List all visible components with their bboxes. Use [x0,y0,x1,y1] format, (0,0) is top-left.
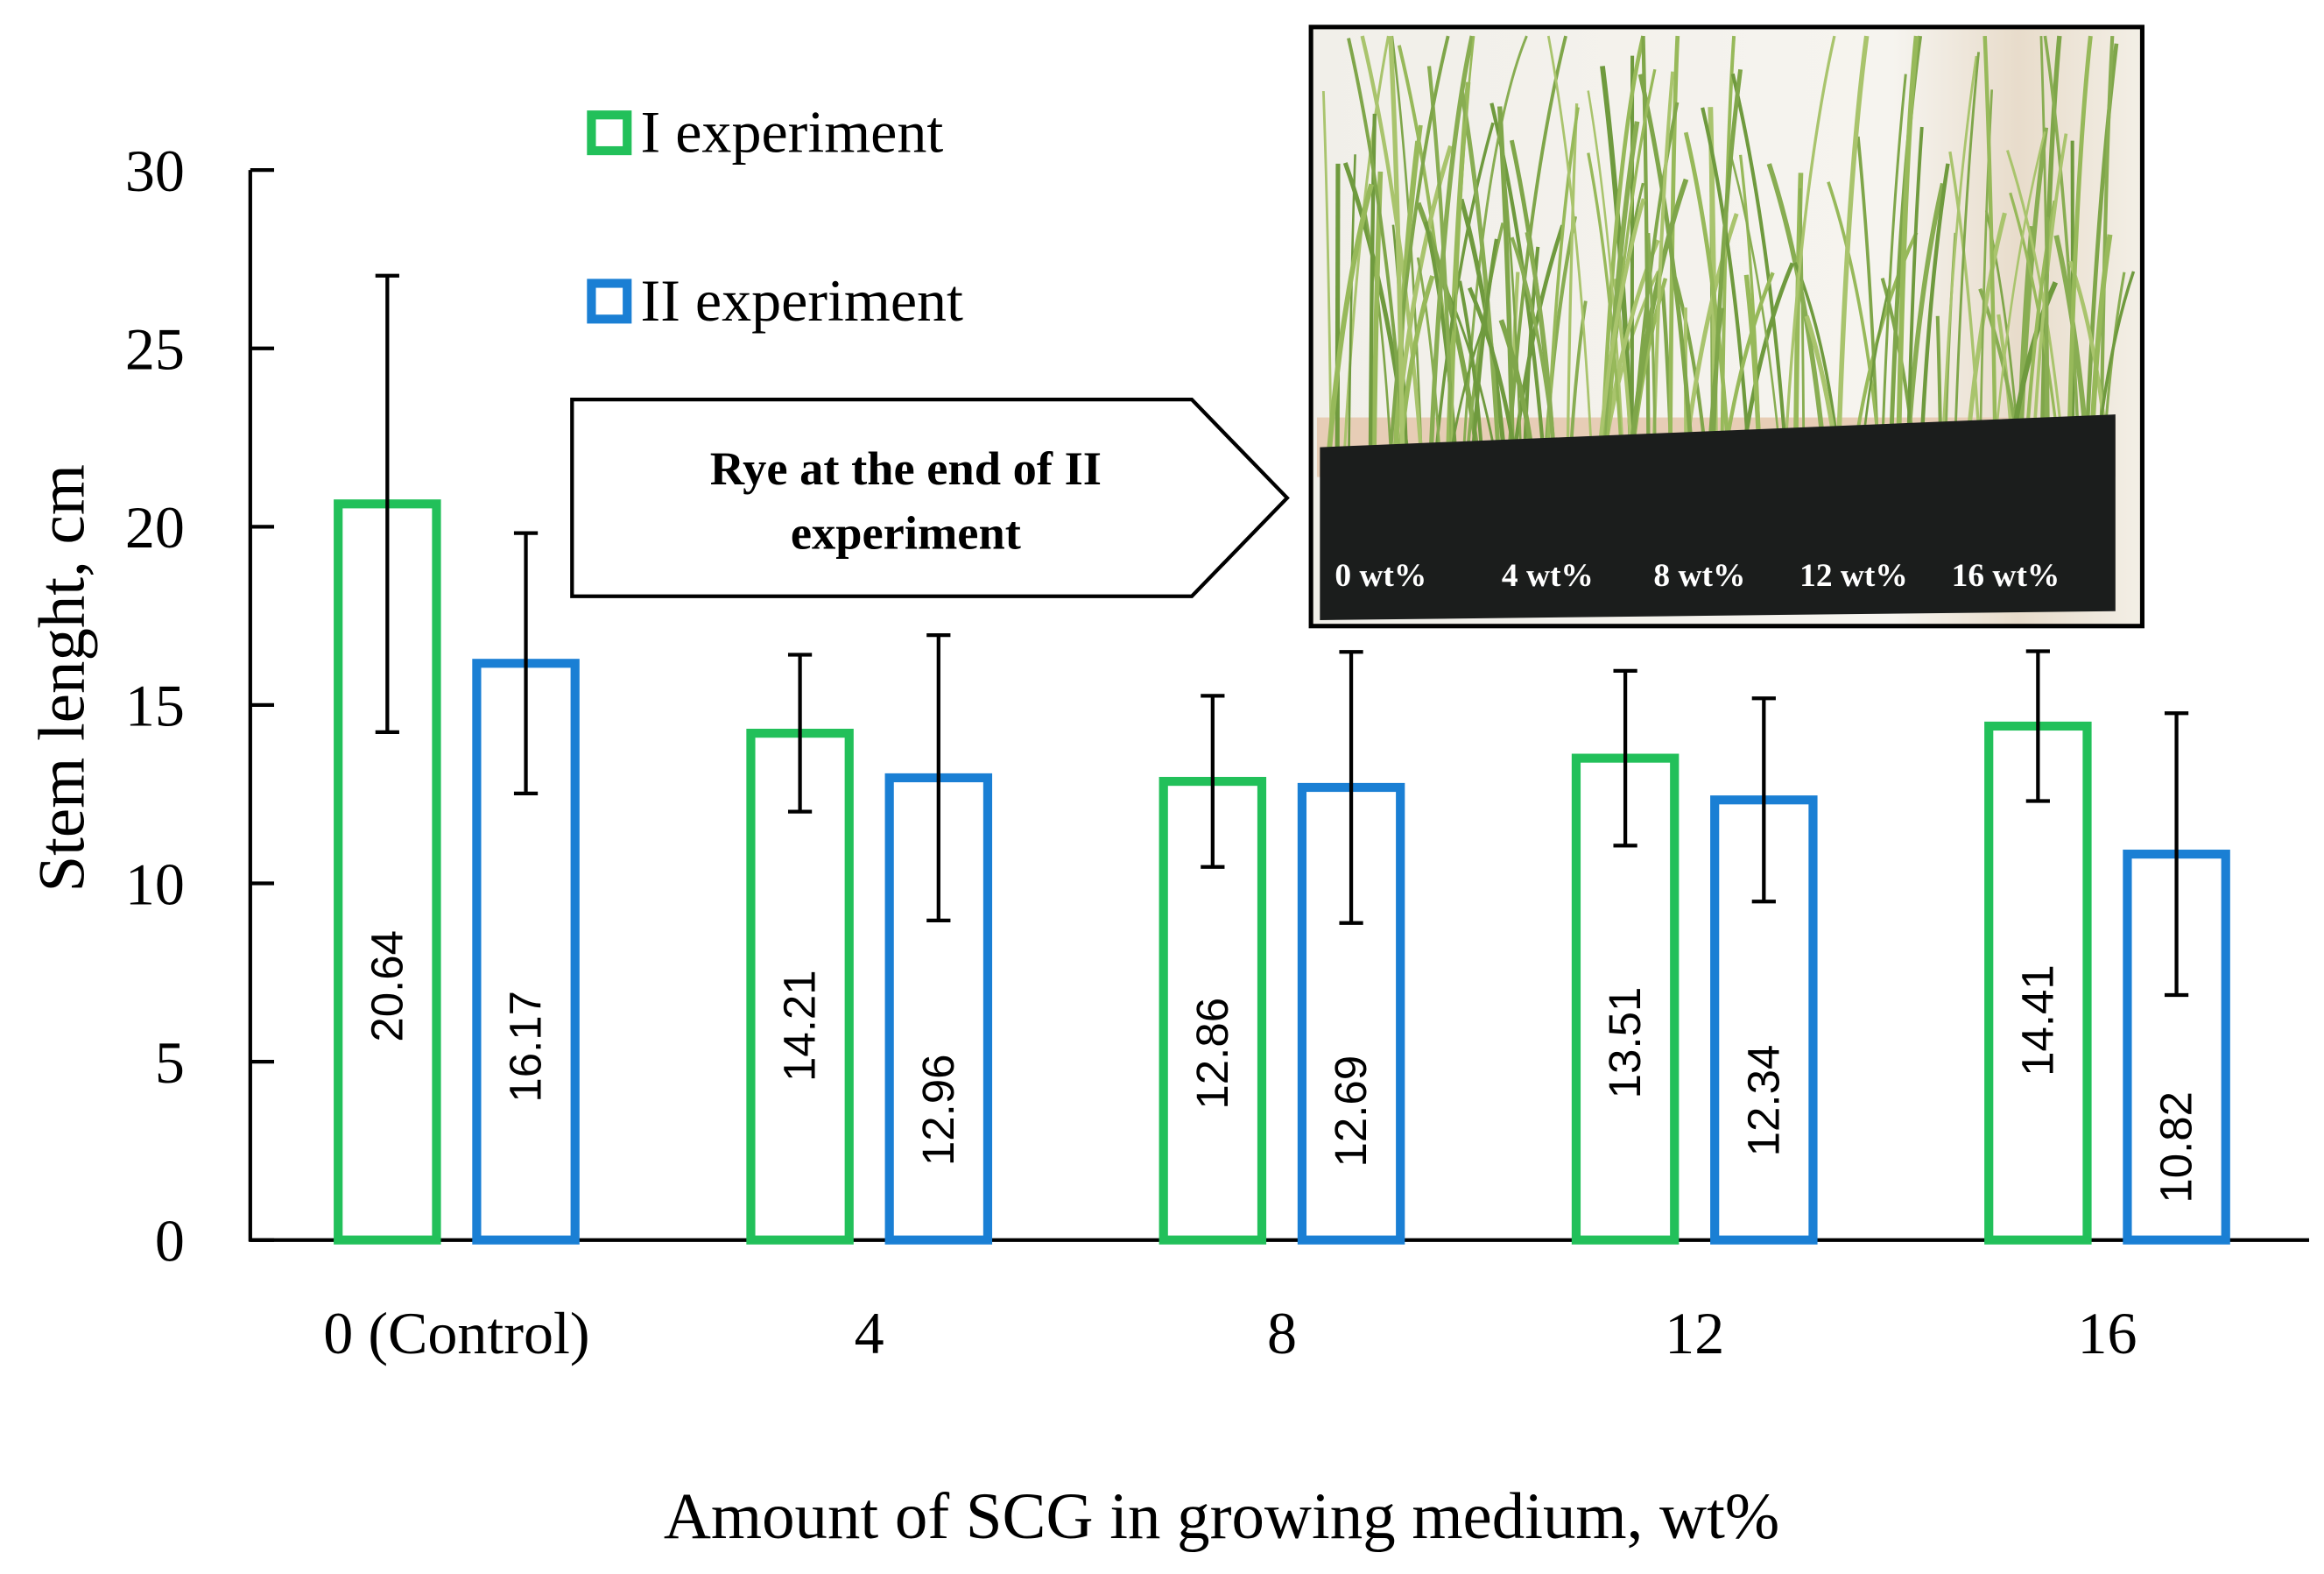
photo-label: 16 wt% [1952,558,2060,594]
grass-blade [1939,55,1978,486]
bar-value-label: 14.21 [775,970,825,1082]
bar-value-label: 12.34 [1738,1045,1788,1157]
grass-blade [1428,35,1475,458]
y-tick-label: 20 [125,494,185,561]
legend-label-ii: II experiment [641,267,964,334]
y-tick-label: 25 [125,316,185,383]
x-tick-label: 12 [1665,1300,1724,1366]
rye-photo: 0 wt% 4 wt% 8 wt% 12 wt% 16 wt% [1308,25,2144,629]
x-tick-label: 4 [855,1300,884,1366]
error-bar [2164,711,2189,998]
bars: 20.64 16.17 14.21 12.96 12.86 12.69 13.51 12.34… [334,273,2230,1245]
grass-blade [1587,152,1623,461]
grass-blade [1919,163,1950,467]
grass-blade [1525,231,1557,462]
grass-blade [1701,107,1750,453]
y-ticks: 0 5 10 15 20 25 30 [125,138,275,1274]
grass-blade [1449,35,1475,460]
grass-blade [1799,188,1806,458]
photo-labels: 0 wt% 4 wt% 8 wt% 12 wt% 16 wt% [1335,558,2060,594]
grass-blade [1587,90,1624,455]
grass-blade [1385,35,1450,502]
grass-blade [1835,35,1870,465]
photo-label: 0 wt% [1335,558,1426,594]
y-tick-label: 30 [125,138,185,204]
bar-ii-0 [472,659,580,1245]
legend-swatch-ii [587,279,632,324]
grass-blade [1324,183,1374,476]
grass-blade [1368,113,1377,470]
grass-blade [1602,68,1657,483]
bar-value-label: 16.17 [501,991,551,1103]
grass-blade [1730,73,1790,478]
grass-blade [1363,208,1392,454]
photo-label: 8 wt% [1653,558,1745,594]
grass-blade [1667,35,1680,455]
x-axis-title: Amount of SCG in growing medium, wt% [664,1480,1779,1553]
photo-label: 4 wt% [1502,558,1594,594]
grass-blade [1982,35,1998,493]
grass-blade [1710,68,1743,450]
y-axis-title: Stem lenght, cm [25,464,98,893]
error-bar [513,531,539,796]
error-bar [1613,668,1637,848]
bar-value-label: 12.69 [1326,1055,1376,1168]
grass-blade [1335,163,1341,459]
callout-line-1: Rye at the end of II [710,441,1102,495]
grass-blade [1895,35,1919,472]
grass-blade [1424,221,1458,461]
legend-label-i: I experiment [641,99,944,166]
legend: I experiment II experiment [587,99,964,334]
error-bar [787,653,813,814]
y-tick-label: 0 [155,1208,185,1274]
bar-value-label: 12.86 [1187,998,1237,1110]
seedling-tray [1320,414,2116,620]
bar-value-label: 20.64 [362,930,412,1042]
bar-value-label: 10.82 [2151,1091,2201,1203]
grass-blade [1347,154,1356,492]
error-bar [1339,650,1363,925]
error-bar [1201,694,1225,869]
x-tick-label: 8 [1267,1300,1297,1366]
callout-arrow: Rye at the end of II experiment [570,398,1290,598]
error-bar [926,632,951,922]
grass-blade [1683,131,1731,451]
bar-value-label: 14.41 [2012,964,2062,1076]
error-bar [1751,696,1776,904]
photo-label: 12 wt% [1799,558,1908,594]
bar-value-label: 12.96 [913,1054,963,1166]
grass-blade [1546,35,1594,457]
x-tick-label: 16 [2077,1300,2137,1366]
y-tick-label: 15 [125,673,185,739]
grass-blade [1388,35,1406,518]
bar-i-1 [746,728,854,1245]
x-ticks: 0 (Control) 4 8 12 16 [323,1300,2137,1366]
y-tick-label: 5 [155,1029,185,1096]
callout-line-2: experiment [791,505,1021,559]
bar-value-label: 13.51 [1600,987,1650,1099]
x-tick-label: 0 (Control) [323,1300,589,1366]
grass-blade [2066,35,2093,475]
callout-shape [570,398,1290,598]
error-bar [2025,649,2050,803]
grass-blade [1827,181,1881,449]
grass-blade [1641,36,1651,476]
grass-blade [1637,74,1697,496]
error-bar [375,273,399,735]
bar-i-4 [1984,721,2092,1245]
y-tick-label: 10 [125,851,185,917]
grass-blade [1566,103,1579,469]
legend-swatch-i [587,110,632,156]
